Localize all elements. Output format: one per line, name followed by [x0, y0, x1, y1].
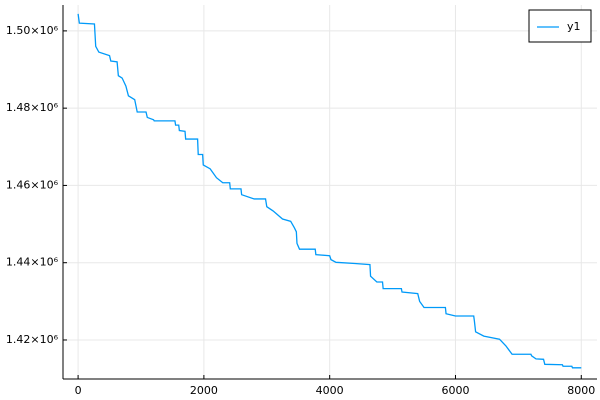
y-tick-label: 1.42×10⁶	[6, 333, 59, 346]
legend-box	[528, 9, 592, 43]
legend-label: y1	[567, 20, 581, 33]
y-tick-label: 1.48×10⁶	[6, 101, 59, 114]
x-tick-label: 6000	[441, 384, 469, 397]
y-tick-label: 1.44×10⁶	[6, 256, 59, 269]
x-tick-label: 8000	[567, 384, 595, 397]
y-tick-label: 1.46×10⁶	[6, 178, 59, 191]
x-tick-label: 2000	[190, 384, 218, 397]
x-tick-label: 4000	[316, 384, 344, 397]
x-tick-label: 0	[75, 384, 82, 397]
line	[77, 13, 582, 369]
y-tick-label: 1.50×10⁶	[6, 24, 59, 37]
